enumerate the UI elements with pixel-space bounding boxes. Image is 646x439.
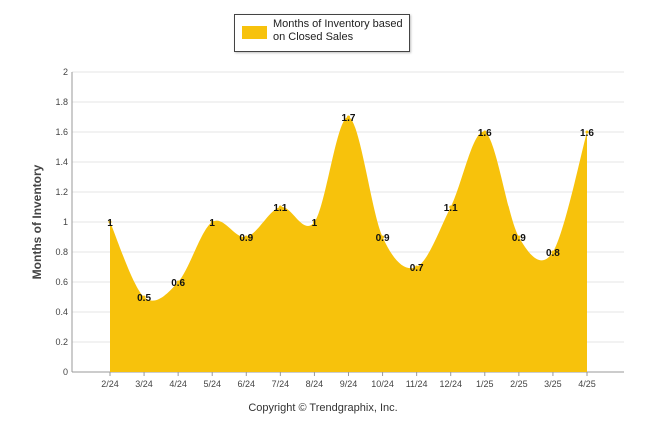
x-tick-label: 7/24 (272, 379, 290, 389)
data-label: 0.9 (512, 233, 526, 244)
legend-label: Months of Inventory based on Closed Sale… (273, 18, 403, 43)
y-tick-label: 1.2 (55, 187, 68, 197)
y-tick-label: 2 (63, 67, 68, 77)
data-point (347, 115, 350, 119)
y-tick-label: 0 (63, 367, 68, 377)
data-point (449, 205, 453, 209)
y-tick-label: 0.6 (55, 277, 68, 287)
data-label: 0.7 (410, 263, 424, 274)
y-tick-label: 0.4 (55, 307, 68, 317)
data-point (210, 220, 214, 224)
data-point (381, 235, 385, 239)
x-tick-label: 8/24 (306, 379, 324, 389)
y-tick-label: 0.8 (55, 247, 68, 257)
data-label: 1 (209, 218, 215, 229)
x-tick-label: 6/24 (238, 379, 256, 389)
x-tick-label: 2/25 (510, 379, 528, 389)
legend: Months of Inventory based on Closed Sale… (234, 14, 410, 52)
x-tick-label: 5/24 (203, 379, 221, 389)
x-tick-label: 12/24 (439, 379, 462, 389)
data-point (278, 205, 282, 209)
x-tick-label: 9/24 (340, 379, 358, 389)
data-point (176, 280, 180, 284)
y-tick-label: 1.6 (55, 127, 68, 137)
data-point (415, 265, 419, 269)
data-label: 1.6 (478, 128, 492, 139)
data-label: 0.8 (546, 248, 560, 259)
y-tick-label: 0.2 (55, 337, 68, 347)
data-point (551, 250, 555, 254)
x-tick-label: 4/24 (169, 379, 187, 389)
x-tick-label: 4/25 (578, 379, 596, 389)
data-point (312, 220, 316, 224)
x-tick-label: 10/24 (371, 379, 394, 389)
data-label: 1.1 (444, 203, 458, 214)
series-area (110, 116, 587, 373)
data-label: 0.6 (171, 278, 185, 289)
y-tick-label: 1 (63, 217, 68, 227)
data-point (585, 130, 589, 134)
data-point (142, 295, 146, 299)
y-tick-label: 1.8 (55, 97, 68, 107)
data-point (517, 235, 521, 239)
x-tick-label: 2/24 (101, 379, 119, 389)
x-tick-label: 1/25 (476, 379, 494, 389)
x-tick-label: 3/24 (135, 379, 153, 389)
y-axis-title: Months of Inventory (30, 164, 44, 279)
data-label: 0.5 (137, 293, 151, 304)
x-tick-label: 11/24 (406, 379, 428, 389)
legend-swatch (242, 26, 267, 39)
copyright-text: Copyright © Trendgraphix, Inc. (248, 402, 398, 414)
data-label: 1 (312, 218, 318, 229)
data-label: 1.7 (342, 113, 356, 124)
data-label: 1.6 (580, 128, 594, 139)
data-label: 1.1 (273, 203, 287, 214)
x-tick-label: 3/25 (544, 379, 562, 389)
data-point (244, 235, 248, 239)
data-label: 0.9 (376, 233, 390, 244)
data-point (483, 130, 487, 134)
data-label: 0.9 (239, 233, 253, 244)
data-label: 1 (107, 218, 113, 229)
y-tick-label: 1.4 (55, 157, 68, 167)
data-point (108, 220, 112, 224)
